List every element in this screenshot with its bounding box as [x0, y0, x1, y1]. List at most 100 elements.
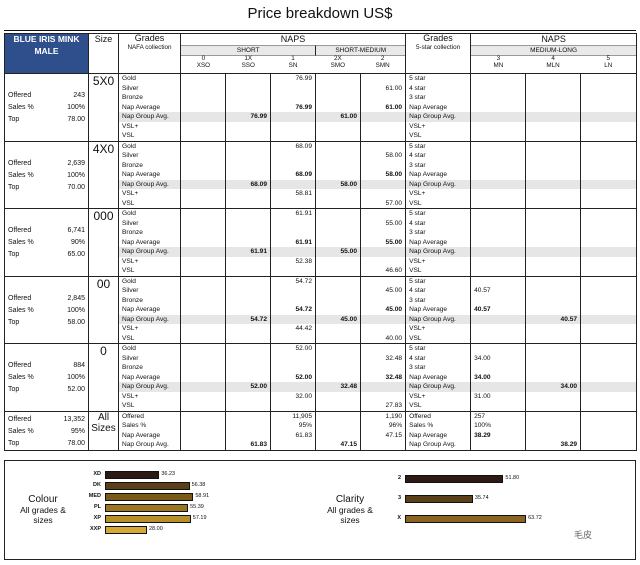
bar-value-label: 51.80 — [505, 475, 520, 481]
bar-value-label: 58.91 — [195, 493, 210, 499]
bar-category-label: 2 — [397, 475, 401, 481]
price-cell: 11,905 95% 61.83 — [270, 410, 316, 451]
price-cell: 40.57 40.57 — [470, 275, 527, 344]
colour-block: Colour All grades & sizes — [20, 494, 66, 525]
row-stats: Offered 2,639 Sales % 100% Top 70.00 — [4, 140, 89, 209]
size-label: 000 — [88, 208, 119, 277]
price-cell: 45.00 45.00 40.00 — [359, 275, 407, 344]
price-cell: 40.57 — [525, 275, 582, 344]
size-label: 5X0 — [88, 73, 119, 142]
size-row: Offered 2,639 Sales % 100% Top 70.00 4X0 Gold Si… — [4, 140, 638, 209]
star-grades-list: 5 star 4 star 3 star Nap Average Nap Group A… — [405, 208, 472, 277]
row-stats: Offered 13,352 Sales % 95% Top 78.00 — [4, 410, 89, 451]
product-header: BLUE IRIS MINK MALE — [4, 33, 89, 74]
price-cell: 61.00 — [315, 73, 361, 142]
bar-value-label: 57.19 — [192, 515, 207, 521]
naps-right-header: NAPS MEDIUM-LONG 3 MN 4 MLN 5 LN — [470, 33, 638, 74]
row-stats: Offered 884 Sales % 100% Top 52.00 — [4, 343, 89, 412]
bar — [405, 475, 504, 483]
price-cell — [525, 208, 582, 277]
star-grades-list: 5 star 4 star 3 star Nap Average Nap Group A… — [405, 73, 472, 142]
header-row: BLUE IRIS MINK MALE Size Grades NAFA col… — [4, 33, 638, 74]
price-cell — [580, 275, 638, 344]
price-cell: 1,190 96% 47.15 — [359, 410, 407, 451]
bar — [405, 495, 473, 503]
star-grades-list: 5 star 4 star 3 star Nap Average Nap Group A… — [405, 343, 472, 412]
nafa-grades-list: Gold Silver Bronze Nap Average Nap Group Avg… — [118, 73, 181, 142]
price-cell — [470, 140, 527, 209]
row-stats: Offered 243 Sales % 100% Top 78.00 — [4, 73, 89, 142]
bar — [405, 515, 527, 523]
size-header: Size — [88, 33, 119, 74]
price-cell — [580, 73, 638, 142]
bar-value-label: 55.39 — [190, 504, 204, 510]
bar-value-label: 56.38 — [191, 482, 206, 488]
bar-value-label: 63.72 — [528, 515, 542, 521]
naps-column-header: 2X SMO — [330, 55, 346, 69]
price-cell: 54.72 — [225, 275, 271, 344]
short-band: SHORT — [181, 45, 316, 56]
price-cell: 61.00 61.00 — [359, 73, 407, 142]
all-sizes-labels: Offered Sales % Nap Average Nap Group Avg. — [405, 410, 472, 451]
star-grades-list: 5 star 4 star 3 star Nap Average Nap Group A… — [405, 275, 472, 344]
nafa-grades-list: Gold Silver Bronze Nap Average Nap Group Avg… — [118, 275, 181, 344]
bar-category-label: XD — [93, 471, 101, 477]
bar-category-label: XP — [93, 515, 101, 521]
size-row: Offered 6,741 Sales % 90% Top 65.00 000 Gold Sil… — [4, 208, 638, 277]
nafa-grades-list: Gold Silver Bronze Nap Average Nap Group Avg… — [118, 140, 181, 209]
bar-value-label: 36.23 — [161, 471, 176, 477]
bar — [105, 515, 191, 523]
size-row: Offered 884 Sales % 100% Top 52.00 0 Gold Silver… — [4, 343, 638, 412]
naps-column-header: 4 MLN — [546, 55, 560, 69]
price-cell: 34.00 34.00 31.00 — [470, 343, 527, 412]
price-cell: 32.48 — [315, 343, 361, 412]
star-grades-list: 5 star 4 star 3 star Nap Average Nap Group A… — [405, 140, 472, 209]
clarity-block: Clarity All grades & sizes — [327, 494, 373, 525]
price-cell: 76.99 76.99 — [270, 73, 316, 142]
naps-column-header: 2 SMN — [375, 55, 390, 69]
page-title: Price breakdown US$ — [247, 5, 393, 22]
price-cell: 55.00 — [315, 208, 361, 277]
nafa-grades-header: Grades NAFA collection — [118, 33, 181, 74]
naps-column-header: 1X SSO — [241, 55, 255, 69]
row-stats: Offered 2,845 Sales % 100% Top 58.00 — [4, 275, 89, 344]
size-row: Offered 243 Sales % 100% Top 78.00 5X0 Gold Silv… — [4, 73, 638, 142]
title-rule — [4, 30, 636, 31]
all-sizes-row: Offered 13,352 Sales % 95% Top 78.00 All Sizes… — [4, 410, 638, 451]
nafa-grades-list: Gold Silver Bronze Nap Average Nap Group Avg… — [118, 208, 181, 277]
price-cell — [580, 343, 638, 412]
size-row: Offered 2,845 Sales % 100% Top 58.00 00 Gold Sil… — [4, 275, 638, 344]
price-cell: 257 100% 38.29 — [470, 410, 527, 451]
naps-column-header: 5 LN — [604, 55, 613, 69]
size-label: 4X0 — [88, 140, 119, 209]
price-cell: 52.00 52.00 32.00 — [270, 343, 316, 412]
summary-charts: Colour All grades & sizes XD 36.23 DK 56.38… — [4, 460, 636, 560]
price-cell — [525, 73, 582, 142]
bar — [105, 504, 189, 512]
bar-category-label: DK — [93, 482, 101, 488]
price-cell — [180, 73, 226, 142]
price-cell — [580, 410, 638, 451]
nafa-grades-list: Gold Silver Bronze Nap Average Nap Group Avg… — [118, 343, 181, 412]
price-cell: 52.00 — [225, 343, 271, 412]
star-grades-header: Grades 5-star collection — [405, 33, 472, 74]
all-sizes-labels: Offered Sales % Nap Average Nap Group Avg. — [118, 410, 181, 451]
price-cell: 34.00 — [525, 343, 582, 412]
price-cell — [180, 275, 226, 344]
bar-category-label: PL — [93, 504, 101, 510]
price-cell — [525, 140, 582, 209]
bar-category-label: 3 — [397, 495, 401, 501]
size-label: All Sizes — [88, 410, 119, 451]
short-medium-band: SHORT-MEDIUM — [315, 45, 405, 56]
price-cell — [580, 208, 638, 277]
bar-category-label: X — [397, 515, 401, 521]
price-cell — [180, 343, 226, 412]
price-cell — [470, 73, 527, 142]
price-cell: 61.91 — [225, 208, 271, 277]
price-cell: 32.48 32.48 27.83 — [359, 343, 407, 412]
size-label: 00 — [88, 275, 119, 344]
price-cell: 45.00 — [315, 275, 361, 344]
size-label: 0 — [88, 343, 119, 412]
bar-category-label: XXP — [89, 526, 101, 532]
price-cell: 58.00 — [315, 140, 361, 209]
